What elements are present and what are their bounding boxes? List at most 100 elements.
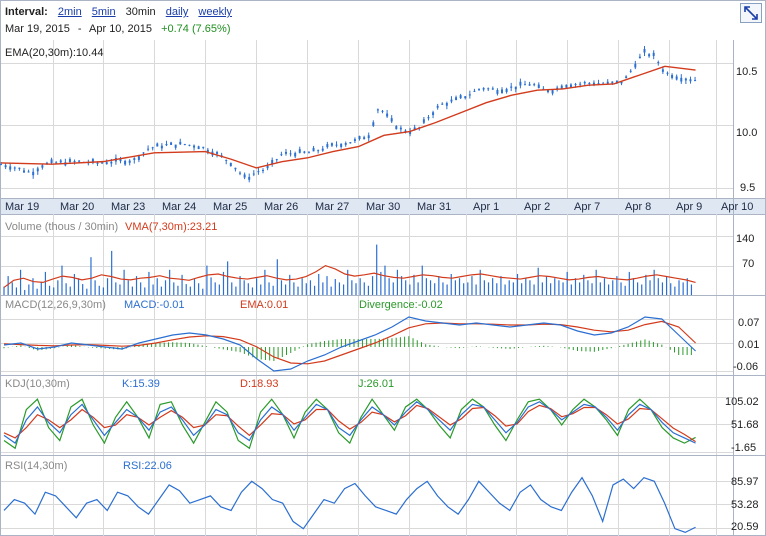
price-candle <box>528 84 531 86</box>
volume-legend: Volume (thous / 30min) <box>5 221 119 233</box>
price-candle <box>473 90 476 92</box>
price-candle <box>36 168 39 172</box>
kdj-title: KDJ(10,30m) <box>5 378 70 390</box>
interval-5min-link[interactable]: 5min <box>91 6 116 18</box>
price-y-tick: 9.5 <box>740 182 756 194</box>
price-candle <box>583 82 586 84</box>
price-candle <box>216 152 219 154</box>
price-candle <box>307 152 310 154</box>
interval-2min-link[interactable]: 2min <box>57 6 82 18</box>
price-candle <box>193 145 196 148</box>
x-tick: Apr 9 <box>676 201 703 213</box>
price-candle <box>119 159 122 162</box>
price-candle <box>271 159 274 164</box>
price-candle <box>501 89 504 94</box>
j-legend: J:26.01 <box>358 378 395 390</box>
price-candle <box>229 162 232 167</box>
vma-line <box>3 264 696 288</box>
price-candle <box>606 81 609 84</box>
x-tick: Apr 1 <box>473 201 500 213</box>
price-candle <box>372 122 375 126</box>
price-candle <box>326 144 329 148</box>
kdj-y-tick: 51.68 <box>731 419 759 431</box>
macd-y-tick: -0.06 <box>733 361 759 373</box>
price-candle <box>450 99 453 102</box>
interval-30min-current: 30min <box>125 6 156 18</box>
divergence-legend: Divergence:-0.02 <box>359 299 443 311</box>
price-candle <box>661 69 664 72</box>
rsi-y-tick: 53.28 <box>731 499 759 511</box>
price-candle <box>445 103 448 106</box>
price-candle <box>588 82 591 84</box>
price-candle <box>59 160 62 163</box>
price-candle <box>432 112 435 116</box>
price-candle <box>666 72 669 74</box>
kdj-y-tick: -1.65 <box>731 442 757 454</box>
price-candle <box>330 143 333 146</box>
price-candle <box>409 131 412 134</box>
price-candle <box>556 87 559 89</box>
price-candle <box>41 165 44 168</box>
x-tick: Mar 23 <box>111 201 146 213</box>
price-candle <box>340 143 343 147</box>
j-line <box>3 398 696 450</box>
interval-daily-link[interactable]: daily <box>165 6 189 18</box>
price-candle <box>592 82 595 85</box>
price-candle <box>399 127 402 130</box>
price-candle <box>390 118 393 122</box>
price-candle <box>101 162 104 164</box>
macd-ema-line <box>3 320 696 365</box>
expand-button[interactable] <box>740 3 762 23</box>
price-candle <box>643 49 646 53</box>
price-candle <box>537 84 540 88</box>
volume-y-tick: 70 <box>742 258 755 270</box>
price-candle <box>303 151 306 153</box>
d-legend: D:18.93 <box>240 378 279 390</box>
volume-y-tick: 140 <box>736 233 755 245</box>
price-candle <box>243 174 246 178</box>
price-candle <box>289 153 292 155</box>
price-candle <box>321 148 324 151</box>
price-candle <box>625 76 628 79</box>
x-tick: Mar 30 <box>366 201 401 213</box>
price-candle <box>55 162 58 164</box>
price-candle <box>620 81 623 84</box>
price-candle <box>386 113 389 117</box>
x-tick: Apr 2 <box>524 201 551 213</box>
price-candle <box>381 110 384 112</box>
price-candle <box>652 52 655 56</box>
price-candle <box>597 83 600 85</box>
price-candle <box>455 97 458 100</box>
price-candle <box>78 160 81 162</box>
interval-weekly-link[interactable]: weekly <box>198 6 233 18</box>
price-candle <box>174 144 177 148</box>
k-legend: K:15.39 <box>122 378 160 390</box>
price-candle <box>248 176 251 180</box>
price-candle <box>170 142 173 145</box>
rsi-legend: RSI:22.06 <box>123 460 172 472</box>
ema-legend: EMA(20,30m):10.44 <box>5 47 104 59</box>
interval-label: Interval: <box>5 6 48 18</box>
price-candle <box>684 78 687 81</box>
ema-line <box>0 65 696 169</box>
price-candle <box>648 54 651 57</box>
x-tick: Mar 27 <box>315 201 350 213</box>
price-y-tick: 10.0 <box>736 127 758 139</box>
price-candle <box>13 167 16 169</box>
price-candle <box>4 165 7 168</box>
d-line <box>3 404 696 443</box>
x-tick: Mar 24 <box>162 201 197 213</box>
price-candle <box>358 136 361 140</box>
price-candle <box>491 88 494 90</box>
price-candle <box>151 147 154 149</box>
price-change: +0.74 (7.65%) <box>161 23 231 35</box>
range-separator: - <box>77 23 82 35</box>
macd-legend: MACD:-0.01 <box>124 299 185 311</box>
price-candle <box>0 164 2 166</box>
price-candle <box>234 167 237 170</box>
price-candle <box>18 167 21 169</box>
price-candle <box>261 170 264 172</box>
price-candle <box>294 153 297 157</box>
price-candle <box>615 80 618 83</box>
